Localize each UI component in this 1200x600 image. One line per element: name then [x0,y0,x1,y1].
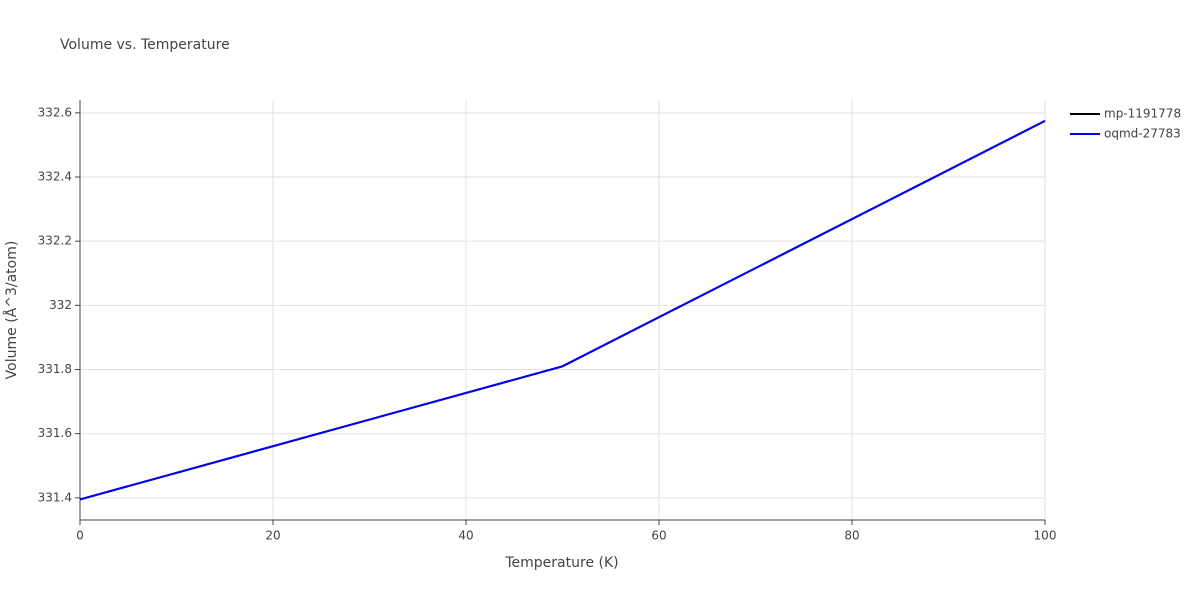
x-axis-title: Temperature (K) [504,555,618,571]
x-tick-label: 60 [651,529,666,543]
y-axis-title: Volume (Å^3/atom) [3,241,20,380]
y-tick-label: 332.4 [38,170,72,184]
x-tick-label: 0 [76,529,84,543]
x-tick-label: 80 [844,529,859,543]
y-tick-label: 332.2 [38,234,72,248]
x-tick-label: 20 [265,529,280,543]
y-tick-label: 331.8 [38,362,72,376]
y-tick-label: 332.6 [38,105,72,119]
chart-title: Volume vs. Temperature [60,37,230,53]
series-line [79,119,1046,501]
legend-label[interactable]: oqmd-27783 [1104,127,1181,141]
legend-label[interactable]: mp-1191778 [1104,107,1181,121]
y-tick-label: 332 [49,298,72,312]
x-tick-label: 100 [1034,529,1057,543]
x-tick-label: 40 [458,529,473,543]
y-tick-label: 331.4 [38,490,72,504]
series-line [79,119,1046,501]
y-tick-label: 331.6 [38,426,72,440]
